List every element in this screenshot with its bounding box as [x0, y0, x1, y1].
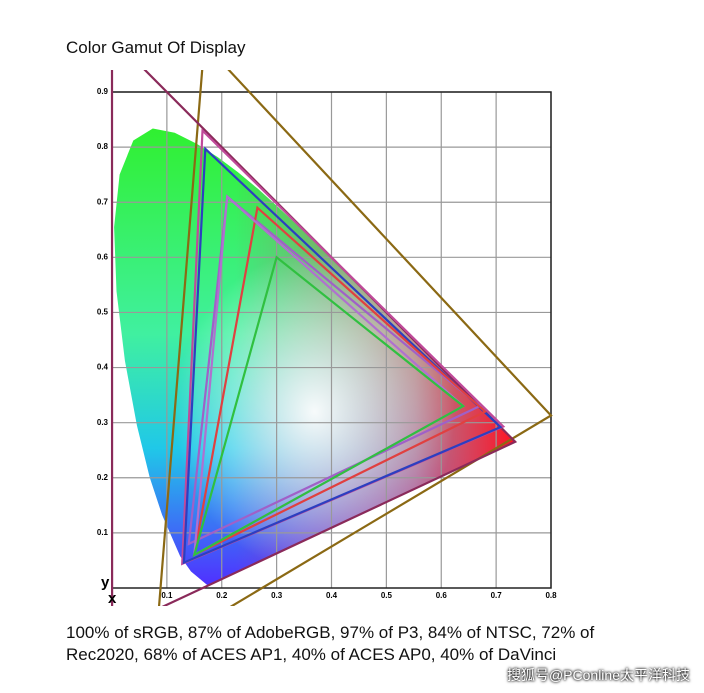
y-tick-label: 0.1: [97, 528, 109, 537]
y-tick-label: 0.5: [97, 308, 109, 317]
y-axis-label: y: [101, 574, 110, 591]
gamut-triangle: [192, 255, 466, 558]
y-tick-label: 0.9: [97, 87, 109, 96]
x-tick-label: 0.2: [216, 591, 228, 600]
chart-title: Color Gamut Of Display: [66, 38, 246, 57]
y-tick-label: 0.3: [97, 418, 109, 427]
gamut-triangle: [157, 70, 553, 606]
y-tick-label: 0.6: [97, 252, 109, 261]
x-tick-label: 0.3: [271, 591, 283, 600]
locus-fill: [114, 128, 516, 586]
x-tick-label: 0.6: [436, 591, 448, 600]
y-tick-label: 0.7: [97, 197, 109, 206]
x-tick-label: 0.5: [381, 591, 393, 600]
x-tick-label: 0.7: [491, 591, 503, 600]
gamut-triangle: [182, 146, 503, 565]
spectral-locus: [114, 128, 516, 586]
gamut-triangle: [192, 205, 488, 557]
x-tick-label: 0.8: [545, 591, 557, 600]
x-tick-label: 0.4: [326, 591, 338, 600]
gamuts: [110, 70, 553, 606]
y-tick-label: 0.4: [97, 363, 109, 372]
y-tick-label: 0.2: [97, 473, 109, 482]
y-tick-label: 0.8: [97, 142, 109, 151]
caption: 100% of sRGB, 87% of AdobeRGB, 97% of P3…: [66, 623, 595, 664]
gamut-triangle: [187, 194, 482, 546]
watermark: 搜狐号@PConline太平洋科技: [506, 667, 690, 683]
x-tick-label: 0.1: [161, 591, 173, 600]
x-axis-label: x: [108, 590, 117, 607]
